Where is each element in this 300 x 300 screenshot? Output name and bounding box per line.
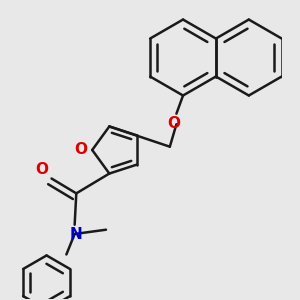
Text: O: O bbox=[167, 116, 180, 131]
Text: N: N bbox=[69, 227, 82, 242]
Text: O: O bbox=[74, 142, 87, 158]
Text: O: O bbox=[35, 162, 48, 177]
